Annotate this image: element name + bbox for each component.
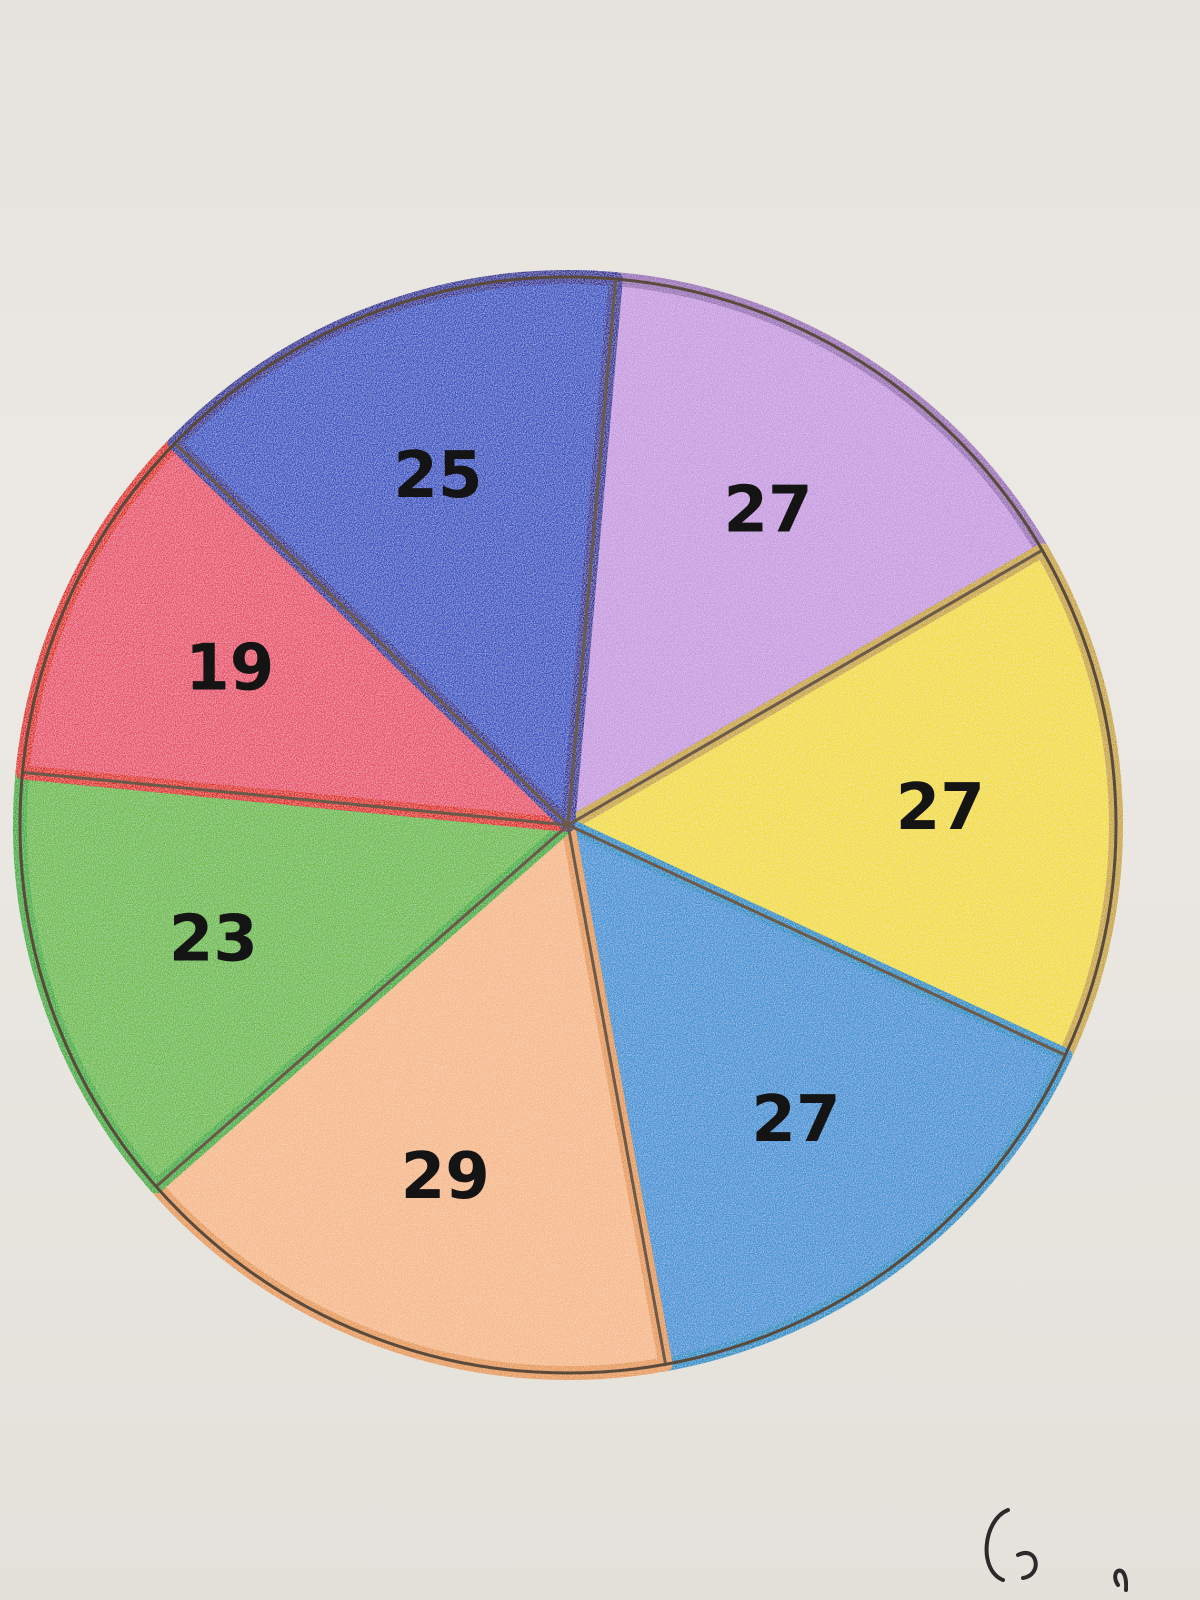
slice-label-2: 27 (896, 771, 985, 845)
corner-scribble (984, 1508, 1128, 1592)
slice-divider-1 (566, 278, 618, 826)
slice-label-1: 27 (723, 474, 812, 548)
slice-label-6: 19 (185, 632, 274, 706)
slice-divider-7 (173, 442, 570, 827)
slice-divider-4 (566, 824, 668, 1365)
pie-outline (18, 275, 1118, 1375)
slice-divider-6 (22, 770, 569, 827)
slice-label-3: 27 (751, 1083, 840, 1157)
slice-label-5: 23 (169, 902, 258, 976)
pie-circle-outline (18, 275, 1118, 1375)
slice-divider-3 (567, 823, 1066, 1057)
slice-divider-2 (567, 549, 1043, 827)
slice-label-4: 29 (401, 1140, 490, 1214)
pie-labels: 27 27 27 29 23 19 25 (169, 439, 985, 1214)
slice-divider-5 (155, 823, 569, 1188)
slice-label-7: 25 (393, 439, 482, 513)
